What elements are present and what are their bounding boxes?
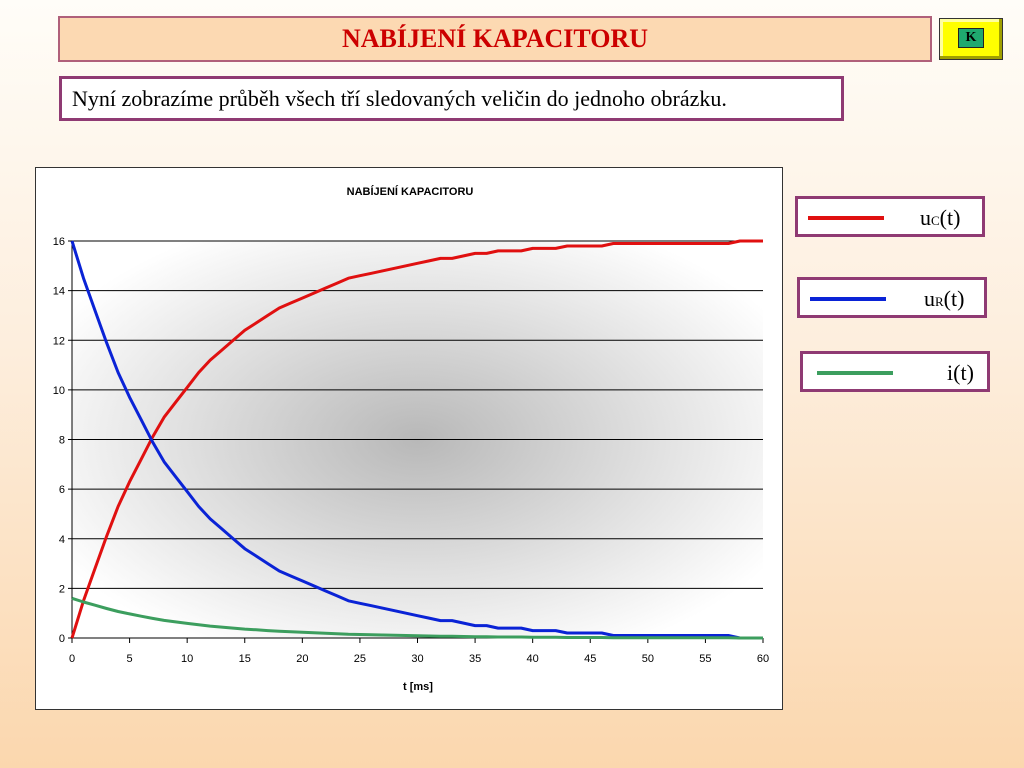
legend-i-swatch <box>817 371 893 375</box>
intro-text: Nyní zobrazíme průběh všech tří sledovan… <box>59 76 844 121</box>
x-tick-label: 0 <box>69 653 75 665</box>
legend-i: i(t) <box>800 351 990 392</box>
x-tick-label: 30 <box>411 653 423 665</box>
x-tick-label: 60 <box>757 653 769 665</box>
legend-ur-swatch <box>810 297 886 301</box>
legend-ur-base: u <box>924 286 935 311</box>
x-tick-label: 20 <box>296 653 308 665</box>
legend-ur-suffix: (t) <box>943 286 965 311</box>
x-tick-label: 10 <box>181 653 193 665</box>
legend-i-suffix: (t) <box>953 360 974 385</box>
legend-uc-label: uC(t) <box>920 205 960 231</box>
legend-ur-label: uR(t) <box>924 286 964 312</box>
legend-uc: uC(t) <box>795 196 985 237</box>
x-tick-label: 55 <box>699 653 711 665</box>
x-tick-label: 15 <box>239 653 251 665</box>
y-tick-label: 2 <box>59 583 65 595</box>
chart-title: NABÍJENÍ KAPACITORU <box>347 185 474 198</box>
legend-uc-base: u <box>920 205 931 230</box>
series-i-line <box>71 596 763 640</box>
legend-i-label: i(t) <box>947 360 974 386</box>
chart-frame: 0 2 4 6 8 10 12 14 16 0 5 10 15 20 25 30 35 40 45 50 55 60 NA… <box>35 167 783 710</box>
y-tick-label: 14 <box>53 286 65 298</box>
y-tick-label: 16 <box>53 236 65 248</box>
y-tick-label: 4 <box>59 534 65 546</box>
page-title: NABÍJENÍ KAPACITORU <box>58 16 932 62</box>
x-tick-label: 45 <box>584 653 596 665</box>
y-tick-label: 8 <box>59 435 65 447</box>
y-tick-label: 0 <box>59 633 65 645</box>
chart-svg: 0 2 4 6 8 10 12 14 16 0 5 10 15 20 25 30 35 40 45 50 55 60 NA… <box>53 185 769 693</box>
y-tick-label: 10 <box>53 385 65 397</box>
legend-uc-sub: C <box>931 213 940 228</box>
x-tick-label: 35 <box>469 653 481 665</box>
gridlines <box>68 240 764 643</box>
legend-i-base: i <box>947 360 954 385</box>
legend-uc-swatch <box>808 216 884 220</box>
y-tick-label: 6 <box>59 484 65 496</box>
legend-ur: uR(t) <box>797 277 987 318</box>
x-tick-label: 40 <box>527 653 539 665</box>
x-tick-label: 50 <box>642 653 654 665</box>
k-button[interactable]: K <box>939 18 1003 60</box>
series-lines <box>70 239 763 640</box>
legend-uc-suffix: (t) <box>939 205 961 230</box>
y-tick-label: 12 <box>53 335 65 347</box>
series-ur-line <box>70 240 763 640</box>
x-tick-label: 5 <box>127 653 133 665</box>
x-tick-label: 25 <box>354 653 366 665</box>
tick-labels: 0 2 4 6 8 10 12 14 16 0 5 10 15 20 25 30 35 40 45 50 55 60 <box>53 236 769 665</box>
series-uc-line <box>70 239 763 639</box>
legend-ur-sub: R <box>935 294 944 309</box>
k-button-label: K <box>958 28 984 48</box>
x-axis-label: t [ms] <box>403 681 433 693</box>
